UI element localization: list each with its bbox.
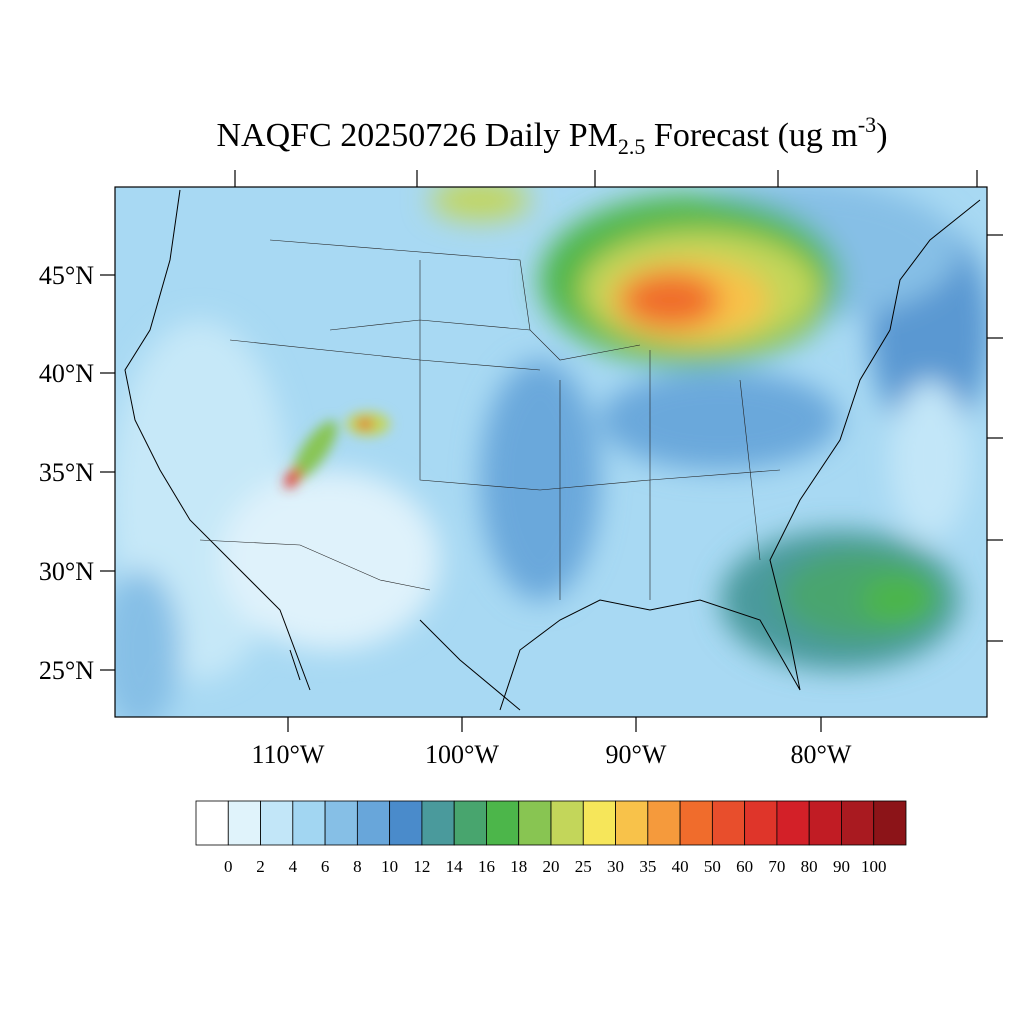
colorbar-label: 20 (543, 857, 560, 876)
colorbar-box (227, 800, 261, 846)
colorbar-box (679, 800, 713, 846)
colorbar-box (776, 800, 810, 846)
colorbar-box (647, 800, 681, 846)
colorbar-box (453, 800, 487, 846)
colorbar-label: 40 (672, 857, 689, 876)
lon-label: 110°W (252, 740, 325, 769)
colorbar-label: 50 (704, 857, 721, 876)
colorbar-label: 60 (736, 857, 753, 876)
colorbar-label: 30 (607, 857, 624, 876)
frame-ticks (100, 170, 1003, 732)
colorbar-label: 12 (413, 857, 430, 876)
lat-label: 30°N (39, 557, 94, 586)
colorbar-box (389, 800, 423, 846)
colorbar-box (615, 800, 649, 846)
colorbar-box (711, 800, 746, 846)
lon-label: 100°W (425, 740, 499, 769)
lat-label: 45°N (39, 261, 94, 290)
title-main: NAQFC 20250726 Daily PM (216, 117, 617, 154)
colorbar-box (518, 800, 552, 846)
colorbar: 0 2 4 6 8 10 12 14 16 18 20 25 30 35 40 50 60 70 80 90 100 (195, 800, 907, 876)
colorbar-label: 100 (861, 857, 887, 876)
colorbar-box (260, 800, 294, 846)
colorbar-label: 8 (353, 857, 362, 876)
colorbar-box (292, 800, 326, 846)
colorbar-box (421, 800, 455, 846)
colorbar-label: 6 (321, 857, 330, 876)
colorbar-label: 18 (510, 857, 527, 876)
map-frame (114, 186, 988, 718)
colorbar-box (324, 800, 358, 846)
colorbar-label: 2 (256, 857, 265, 876)
colorbar-label: 14 (446, 857, 464, 876)
colorbar-box (486, 800, 520, 846)
colorbar-box (195, 800, 229, 846)
map-field (115, 187, 987, 717)
axis-labels: 45°N 40°N 35°N 30°N 25°N 110°W 100°W 90°W 80°W (39, 261, 852, 769)
lat-label: 25°N (39, 656, 94, 685)
colorbar-label: 70 (768, 857, 785, 876)
colorbar-box (744, 800, 778, 846)
lon-label: 80°W (791, 740, 852, 769)
colorbar-label: 4 (289, 857, 298, 876)
colorbar-box (808, 800, 842, 846)
colorbar-label: 10 (381, 857, 398, 876)
title-end: ) (876, 117, 887, 154)
lon-label: 90°W (606, 740, 667, 769)
title: NAQFC 20250726 Daily PM2.5 Forecast (ug … (216, 112, 887, 159)
colorbar-box (550, 800, 584, 846)
title-sup: -3 (858, 112, 876, 137)
lat-label: 35°N (39, 458, 94, 487)
title-rest: Forecast (ug m (645, 117, 857, 154)
colorbar-label: 35 (639, 857, 656, 876)
lat-label: 40°N (39, 359, 94, 388)
colorbar-label: 80 (801, 857, 818, 876)
colorbar-label: 16 (478, 857, 495, 876)
colorbar-box (582, 800, 616, 846)
colorbar-label: 25 (575, 857, 592, 876)
title-sub: 2.5 (618, 134, 646, 159)
colorbar-box (873, 800, 907, 846)
colorbar-label: 90 (833, 857, 850, 876)
colorbar-box (841, 800, 875, 846)
colorbar-box (356, 800, 391, 846)
colorbar-label: 0 (224, 857, 233, 876)
